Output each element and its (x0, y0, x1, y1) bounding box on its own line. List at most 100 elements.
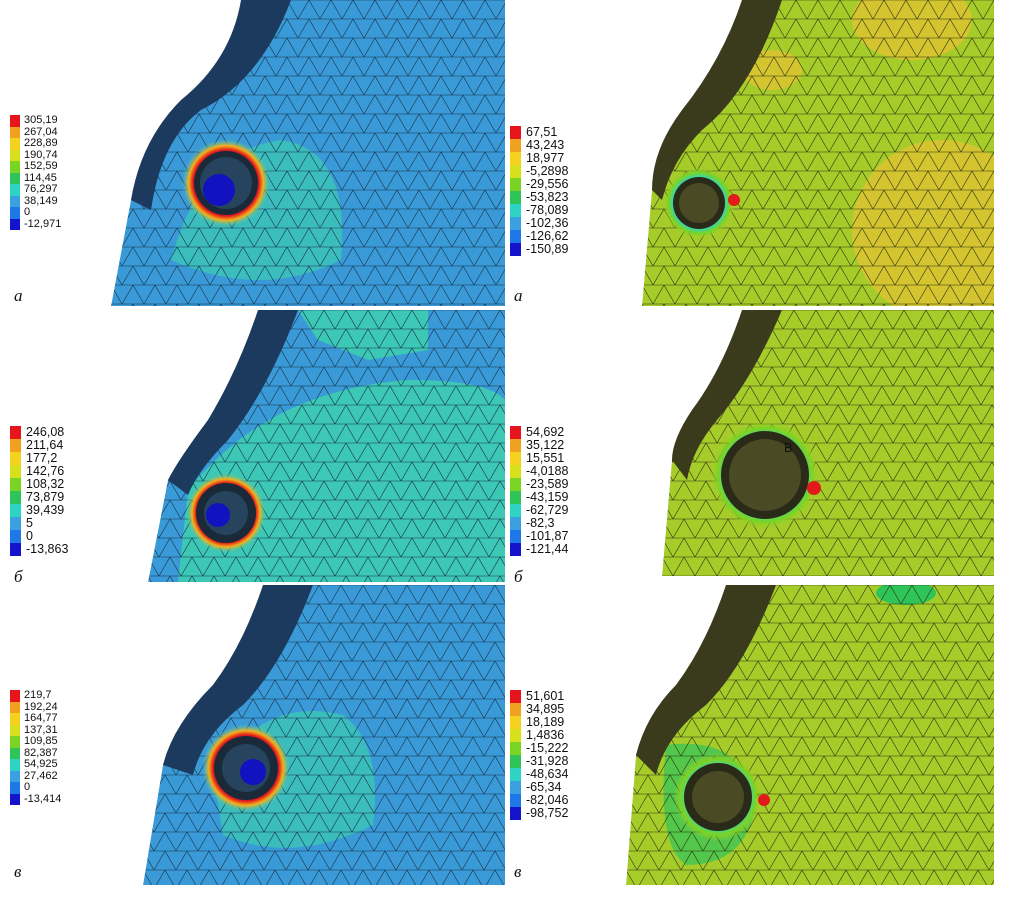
legend-value: 51,601 (526, 689, 565, 703)
fem-mesh (148, 310, 505, 582)
legend-swatch (10, 724, 20, 736)
legend-value: 164,77 (24, 712, 58, 724)
panel-label: а (14, 286, 23, 305)
legend-value: 34,895 (526, 702, 565, 716)
legend-value: -150,89 (526, 242, 569, 256)
legend-swatch (510, 191, 521, 204)
fem-mesh (111, 0, 505, 306)
legend-value: -53,823 (526, 190, 569, 204)
legend-swatch (10, 759, 20, 771)
legend-value: 190,74 (24, 148, 58, 161)
legend-swatch (10, 491, 21, 504)
legend-swatch (510, 152, 521, 165)
legend-value: -12,971 (24, 217, 62, 230)
legend-value: -82,046 (526, 793, 569, 807)
legend-value: 1,4836 (526, 728, 565, 742)
legend-swatch (510, 504, 521, 517)
legend-swatch (510, 530, 521, 543)
legend-swatch (10, 478, 21, 491)
legend-swatch (510, 742, 521, 755)
legend-swatch (10, 465, 21, 478)
legend-swatch (10, 736, 20, 748)
legend-swatch (510, 452, 521, 465)
legend-value: -5,2898 (526, 164, 569, 178)
legend-swatch (510, 139, 521, 152)
legend-value: -4,0188 (526, 464, 569, 478)
legend-value: -13,863 (26, 542, 69, 556)
legend-value: -121,44 (526, 542, 569, 556)
fem-mesh (626, 585, 994, 885)
legend-swatch (10, 439, 21, 452)
legend-value: -23,589 (526, 477, 569, 491)
legend-value: 54,925 (24, 758, 58, 770)
panel-label: в (514, 862, 522, 881)
legend-swatch (10, 713, 20, 725)
legend-swatch (510, 204, 521, 217)
legend-value: 142,76 (26, 464, 65, 478)
legend-value: 15,551 (526, 451, 565, 465)
legend-swatch (510, 491, 521, 504)
legend-value: 211,64 (26, 438, 64, 452)
legend-value: 0 (26, 529, 33, 543)
legend-value: 38,149 (24, 194, 58, 207)
fem-plot-a-left (111, 0, 505, 306)
legend-swatch (10, 184, 20, 196)
legend-swatch (510, 543, 521, 556)
legend-swatch (10, 452, 21, 465)
legend-swatch (10, 207, 20, 219)
legend-value: 39,439 (26, 503, 65, 517)
legend-swatch (510, 768, 521, 781)
legend-value: 305,19 (24, 114, 58, 126)
legend-swatch (510, 703, 521, 716)
legend-swatch (510, 716, 521, 729)
legend-value: 0 (24, 206, 31, 218)
fem-plot-a-right (642, 0, 994, 306)
legend-swatch (10, 690, 20, 702)
fem-plot-c-right (626, 585, 994, 885)
legend-swatch (510, 426, 521, 439)
legend-swatch (510, 690, 521, 703)
legend-value: 18,189 (526, 715, 565, 729)
legend-swatch (10, 126, 20, 138)
legend-value: -65,34 (526, 780, 562, 794)
legend-value: 246,08 (26, 425, 65, 439)
legend-value: -48,634 (526, 767, 569, 781)
legend-value: -102,36 (526, 216, 569, 230)
legend-value: 54,692 (526, 425, 565, 439)
legend-swatch (510, 243, 521, 256)
legend-swatch (510, 126, 521, 139)
point-marker-b: B (784, 440, 793, 455)
legend-swatch (10, 517, 21, 530)
legend-swatch (10, 149, 20, 161)
legend-swatch (10, 770, 20, 782)
legend-value: 5 (26, 516, 33, 530)
legend-swatch (510, 755, 521, 768)
legend-value: 82,387 (24, 746, 58, 759)
fem-mesh (662, 310, 994, 576)
legend-value: -29,556 (526, 177, 569, 191)
legend-value: -31,928 (526, 754, 569, 768)
fem-mesh (143, 585, 505, 885)
legend-value: 27,462 (24, 769, 58, 782)
legend-value: 35,122 (526, 438, 565, 452)
legend-value: -98,752 (526, 806, 569, 820)
legend-value: 228,89 (24, 137, 58, 149)
legend-value: 0 (24, 781, 31, 793)
legend-value: -13,414 (24, 792, 62, 805)
legend-swatch (510, 517, 521, 530)
legend-value: -126,62 (526, 229, 569, 243)
legend-value: 18,977 (526, 151, 565, 165)
legend-value: 43,243 (526, 138, 565, 152)
fem-plot-b-right: B (662, 310, 994, 576)
panel-label: б (14, 567, 23, 586)
legend-value: 67,51 (526, 125, 558, 139)
legend-swatch (510, 465, 521, 478)
legend-swatch (10, 172, 20, 184)
legend-swatch (510, 230, 521, 243)
legend-value: 108,32 (26, 477, 65, 491)
legend-swatch (10, 701, 20, 713)
legend-swatch (510, 794, 521, 807)
legend-swatch (10, 793, 20, 805)
legend-value: 219,7 (24, 689, 52, 701)
legend-value: 152,59 (24, 160, 58, 172)
